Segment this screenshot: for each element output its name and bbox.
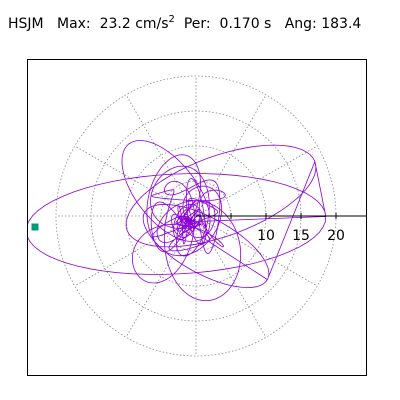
max-unit-exponent: 2 (168, 14, 175, 25)
motion-trace (28, 140, 327, 301)
max-unit: cm/s (135, 16, 169, 32)
angle-value: 183.4 (321, 16, 362, 32)
grid-spoke-330 (195, 215, 318, 287)
radial-tick-label-15: 15 (292, 228, 310, 244)
max-value: 23.2 (99, 16, 131, 32)
max-direction-marker (31, 223, 39, 231)
grid-spoke-210 (74, 215, 197, 287)
grid-spoke-150 (74, 145, 197, 217)
period-label: Per: (183, 16, 211, 32)
period-value: 0.170 s (219, 16, 272, 32)
angle-label: Ang: (284, 16, 317, 32)
grid-spoke-300 (195, 215, 267, 338)
plot-frame (27, 59, 367, 376)
max-label: Max: (56, 16, 91, 32)
grid-spoke-240 (125, 215, 197, 338)
grid-spoke-120 (125, 94, 197, 217)
grid-spoke-60 (195, 94, 267, 217)
chart-header: HSJM Max: 23.2 cm/s2 Per: 0.170 s Ang: 1… (8, 14, 361, 32)
grid-spoke-30 (195, 145, 318, 217)
station-code: HSJM (8, 16, 44, 32)
radial-tick-label-10: 10 (257, 228, 275, 244)
radial-tick-label-20: 20 (327, 228, 345, 244)
